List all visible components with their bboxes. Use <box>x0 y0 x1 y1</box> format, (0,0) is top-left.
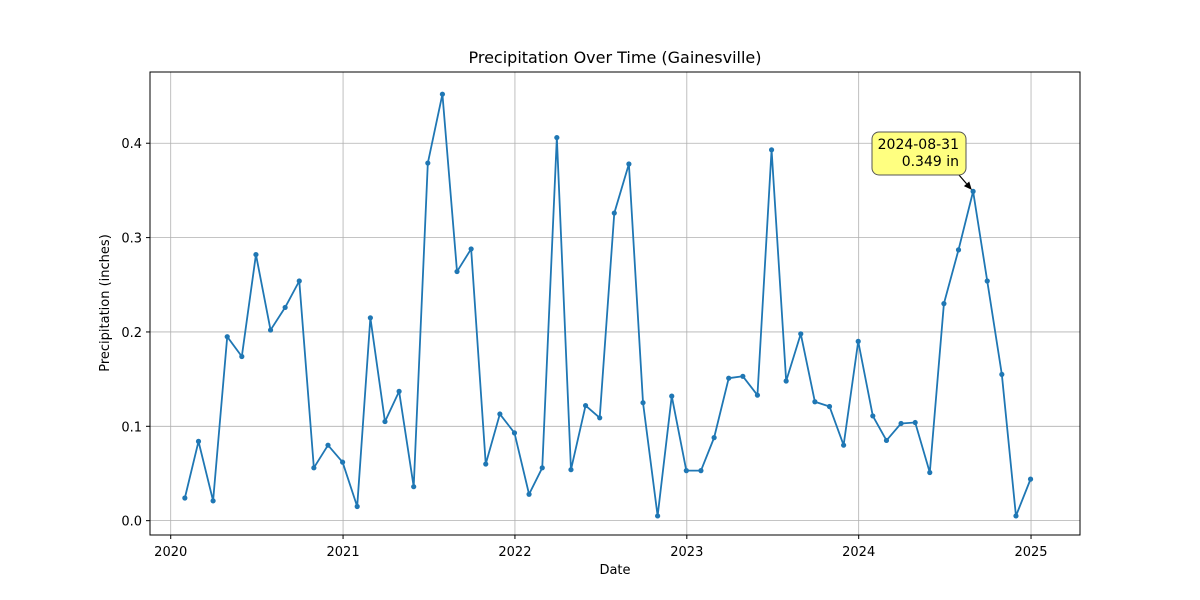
annotation-value: 0.349 in <box>902 154 959 170</box>
data-point <box>483 461 489 467</box>
y-tick-label: 0.0 <box>121 515 142 530</box>
data-point <box>740 373 746 379</box>
data-point <box>1013 513 1019 519</box>
data-point <box>812 399 818 405</box>
data-point <box>439 91 446 97</box>
data-point <box>282 304 288 311</box>
data-point <box>970 188 976 194</box>
data-point <box>195 438 202 444</box>
data-point <box>539 465 545 471</box>
data-point <box>754 392 761 398</box>
data-point <box>855 338 861 344</box>
annotation-date: 2024-08-31 <box>878 137 959 153</box>
data-point <box>912 419 918 426</box>
data-point <box>798 331 804 337</box>
data-point <box>411 484 417 490</box>
y-tick-label: 0.4 <box>121 137 142 152</box>
data-point <box>267 327 274 333</box>
data-point <box>826 403 833 410</box>
data-point <box>454 268 460 275</box>
peak-annotation: 2024-08-31 0.349 in <box>871 131 972 190</box>
y-tick-label: 0.1 <box>121 420 142 435</box>
data-point <box>354 503 360 510</box>
data-point <box>655 513 661 519</box>
x-tick-label: 2024 <box>842 545 875 560</box>
plot-frame <box>149 71 1081 536</box>
data-point <box>955 247 962 253</box>
data-point <box>296 278 302 284</box>
data-point <box>239 353 245 360</box>
data-point <box>311 465 317 471</box>
data-point <box>210 498 216 504</box>
data-point <box>224 334 230 340</box>
data-point <box>999 371 1005 378</box>
data-point <box>768 147 775 153</box>
data-point <box>941 301 947 307</box>
data-point <box>325 442 331 448</box>
data-point <box>898 420 904 427</box>
data-point <box>711 435 717 441</box>
data-point <box>597 415 603 421</box>
data-point <box>626 161 632 167</box>
data-point <box>468 246 474 252</box>
data-point <box>927 469 933 476</box>
grid <box>150 72 1080 535</box>
x-axis-label: Date <box>599 563 630 578</box>
y-tick-label: 0.3 <box>121 232 142 247</box>
data-point <box>683 468 689 474</box>
data-point <box>669 393 675 399</box>
axis-ticks: 2020 2021 2022 2023 2024 2025 0.0 0.1 0.2 0.3 0.4 <box>121 137 1047 560</box>
data-point <box>783 378 789 384</box>
data-point <box>425 160 431 166</box>
data-point <box>611 210 617 216</box>
data-point <box>1027 476 1034 482</box>
x-tick-label: 2023 <box>670 545 703 560</box>
annotation-box <box>871 131 967 176</box>
data-point <box>497 411 503 417</box>
data-point <box>253 251 259 258</box>
data-points <box>182 91 1034 519</box>
data-point <box>883 437 890 444</box>
data-point <box>568 467 574 473</box>
data-point <box>396 388 402 394</box>
data-point <box>511 430 518 436</box>
data-point <box>367 315 373 321</box>
y-axis-label: Precipitation (inches) <box>98 234 113 372</box>
annotation-arrowhead <box>963 181 972 190</box>
y-tick-label: 0.2 <box>121 326 142 341</box>
data-point <box>640 400 646 406</box>
data-point <box>984 278 990 284</box>
data-point <box>382 418 388 425</box>
data-point <box>870 413 876 419</box>
x-tick-label: 2021 <box>327 545 360 560</box>
data-point <box>841 442 847 448</box>
x-tick-label: 2025 <box>1014 545 1047 560</box>
data-point <box>698 468 704 474</box>
data-point <box>726 375 732 381</box>
x-tick-label: 2022 <box>498 545 531 560</box>
data-point <box>339 459 346 465</box>
data-point <box>554 134 560 141</box>
x-tick-label: 2020 <box>154 545 187 560</box>
data-point <box>582 402 589 409</box>
data-point <box>526 491 532 497</box>
series-line <box>183 93 1032 517</box>
chart-title: Precipitation Over Time (Gainesville) <box>468 48 761 67</box>
annotation-arrow <box>958 174 968 185</box>
data-point <box>182 495 188 501</box>
